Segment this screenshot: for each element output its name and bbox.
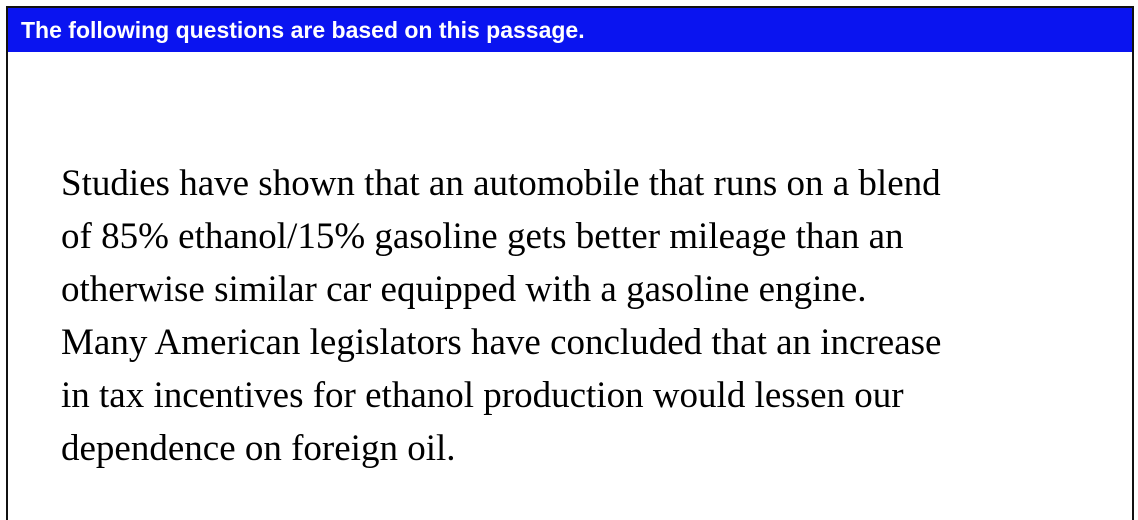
passage-panel: The following questions are based on thi…: [6, 6, 1134, 520]
passage-text: Studies have shown that an automobile th…: [61, 163, 942, 469]
passage-header: The following questions are based on thi…: [8, 8, 1132, 52]
